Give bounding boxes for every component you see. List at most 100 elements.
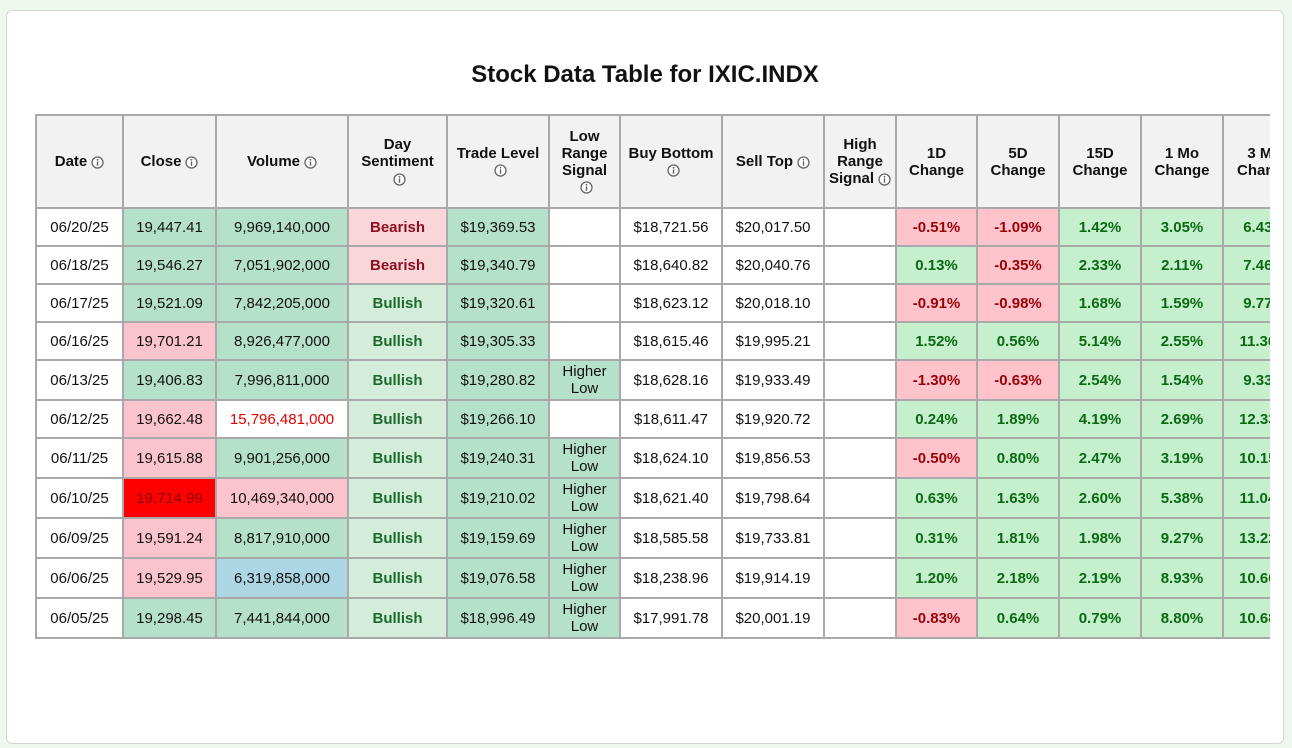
cell: 8,926,477,000: [215, 321, 349, 361]
cell: -1.30%: [895, 359, 978, 401]
cell: [823, 477, 897, 519]
cell: $19,266.10: [446, 399, 550, 439]
cell: [823, 399, 897, 439]
cell: $19,369.53: [446, 207, 550, 247]
cell: $20,040.76: [721, 245, 825, 285]
header-label: Date: [54, 153, 88, 170]
cell: $19,340.79: [446, 245, 550, 285]
cell: 10.68%: [1222, 597, 1270, 639]
cell: $18,585.58: [619, 517, 723, 559]
cell: 7,441,844,000: [215, 597, 349, 639]
cell: 06/13/25: [35, 359, 124, 401]
cell: 10,469,340,000: [215, 477, 349, 519]
column-header: Close: [122, 114, 217, 209]
cell: [548, 283, 621, 323]
cell: 2.33%: [1058, 245, 1142, 285]
cell: 9.77%: [1222, 283, 1270, 323]
info-icon[interactable]: [185, 155, 199, 169]
data-row: 06/11/25 19,615.88 9,901,256,000 Bullish $19…: [35, 437, 1270, 479]
cell: [548, 245, 621, 285]
cell: [823, 245, 897, 285]
header-label: 5D Change: [990, 144, 1046, 179]
cell: $19,798.64: [721, 477, 825, 519]
data-row: 06/13/25 19,406.83 7,996,811,000 Bullish $19…: [35, 359, 1270, 401]
cell: 0.64%: [976, 597, 1060, 639]
table-title: Stock Data Table for IXIC.INDX: [471, 61, 819, 88]
cell: 19,529.95: [122, 557, 217, 599]
cell: 06/18/25: [35, 245, 124, 285]
info-icon[interactable]: [580, 181, 593, 194]
cell: 8,817,910,000: [215, 517, 349, 559]
cell: Higher Low: [548, 517, 621, 559]
cell: 10.15%: [1222, 437, 1270, 479]
info-icon[interactable]: [91, 155, 104, 169]
table-scroll[interactable]: Date Close Volume Day Sentiment Trade Level L…: [35, 114, 1270, 731]
column-header: 15D Change: [1058, 114, 1142, 209]
cell: $19,159.69: [446, 517, 550, 559]
cell: 19,615.88: [122, 437, 217, 479]
cell: Bearish: [347, 207, 448, 247]
stock-table: Date Close Volume Day Sentiment Trade Level L…: [35, 114, 1270, 639]
table-body: 06/20/25 19,447.41 9,969,140,000 Bearish $19…: [35, 207, 1270, 639]
cell: 2.19%: [1058, 557, 1142, 599]
cell: $18,640.82: [619, 245, 723, 285]
cell: 06/05/25: [35, 597, 124, 639]
cell: [548, 399, 621, 439]
data-row: 06/12/25 19,662.48 15,796,481,000 Bullish $1…: [35, 399, 1270, 439]
cell: 0.31%: [895, 517, 978, 559]
cell: 1.42%: [1058, 207, 1142, 247]
cell: Higher Low: [548, 597, 621, 639]
cell: [548, 321, 621, 361]
cell: 1.68%: [1058, 283, 1142, 323]
cell: $20,001.19: [721, 597, 825, 639]
cell: 6,319,858,000: [215, 557, 349, 599]
cell: 5.38%: [1140, 477, 1224, 519]
header-label: Close: [140, 153, 182, 170]
info-icon[interactable]: [797, 155, 810, 169]
cell: -0.63%: [976, 359, 1060, 401]
cell: [823, 283, 897, 323]
cell: 2.60%: [1058, 477, 1142, 519]
cell: 9,901,256,000: [215, 437, 349, 479]
info-icon[interactable]: [878, 172, 891, 186]
cell: 4.19%: [1058, 399, 1142, 439]
cell: 2.18%: [976, 557, 1060, 599]
cell: 06/12/25: [35, 399, 124, 439]
cell: $18,623.12: [619, 283, 723, 323]
cell: 7,842,205,000: [215, 283, 349, 323]
column-header: 3 Mo Change: [1222, 114, 1270, 209]
cell: -1.09%: [976, 207, 1060, 247]
cell: $19,305.33: [446, 321, 550, 361]
cell: 06/10/25: [35, 477, 124, 519]
column-header: Sell Top: [721, 114, 825, 209]
cell: 2.54%: [1058, 359, 1142, 401]
cell: $19,914.19: [721, 557, 825, 599]
cell: Higher Low: [548, 437, 621, 479]
cell: $19,210.02: [446, 477, 550, 519]
header-label: High Range Signal: [829, 136, 883, 187]
cell: $19,856.53: [721, 437, 825, 479]
info-icon[interactable]: [393, 172, 406, 186]
cell: 06/20/25: [35, 207, 124, 247]
column-header: Buy Bottom: [619, 114, 723, 209]
data-row: 06/05/25 19,298.45 7,441,844,000 Bullish $18…: [35, 597, 1270, 639]
column-header: Volume: [215, 114, 349, 209]
cell: -0.91%: [895, 283, 978, 323]
cell: [823, 207, 897, 247]
cell: Higher Low: [548, 477, 621, 519]
column-header: High Range Signal: [823, 114, 897, 209]
cell: Bullish: [347, 477, 448, 519]
cell: 19,298.45: [122, 597, 217, 639]
cell: 19,406.83: [122, 359, 217, 401]
header-label: Trade Level: [456, 144, 540, 162]
cell: 1.59%: [1140, 283, 1224, 323]
info-icon[interactable]: [666, 164, 680, 177]
info-icon[interactable]: [304, 155, 317, 169]
header-label: 15D Change: [1072, 144, 1128, 179]
cell: $19,933.49: [721, 359, 825, 401]
info-icon[interactable]: [493, 164, 507, 177]
cell: $19,240.31: [446, 437, 550, 479]
cell: 9,969,140,000: [215, 207, 349, 247]
data-row: 06/20/25 19,447.41 9,969,140,000 Bearish $19…: [35, 207, 1270, 247]
